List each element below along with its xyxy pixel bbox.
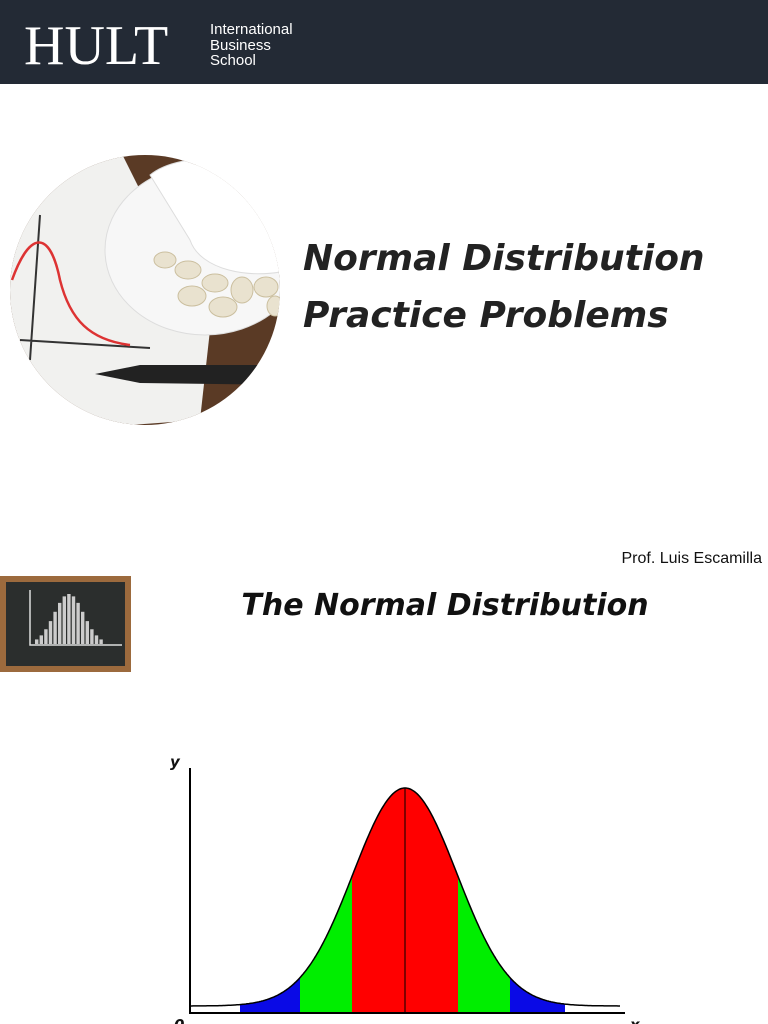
chalk-bar [76,602,80,644]
chalk-bar [71,596,76,644]
chalk-bar [81,611,85,644]
chalk-bar [48,621,53,644]
chalk-bar [85,621,89,644]
chalk-bar [67,594,71,644]
header-bar [0,0,768,84]
logo: HULT [24,15,168,77]
chalk-bar [58,602,62,644]
chalk-bar [94,635,99,644]
title-line: Normal Distribution [303,238,705,279]
title-line: Practice Problems [303,295,669,336]
chalk-bar [90,629,94,644]
curve-band [240,977,300,1013]
chalk-bar [35,639,39,644]
logo-sub: School [210,52,256,69]
cover-image [10,155,280,425]
chalk-bar [53,611,57,644]
chalkboard-icon [0,576,131,672]
slide-title: The Normal Distribution [241,588,648,623]
axis-label: 0 [174,1016,184,1024]
logo-sub: International [210,21,293,38]
normal-curve [190,787,620,1013]
chalk-bar [62,596,66,644]
author: Prof. Luis Escamilla [622,550,763,567]
axes [189,768,625,1014]
axis-label: x [629,1016,641,1024]
axis-label: y [170,753,181,771]
chalk-bar [99,639,103,644]
curve-band [510,977,565,1013]
chalk-bar [44,629,48,644]
logo-sub: Business [210,37,271,54]
chalk-bar [39,635,43,644]
